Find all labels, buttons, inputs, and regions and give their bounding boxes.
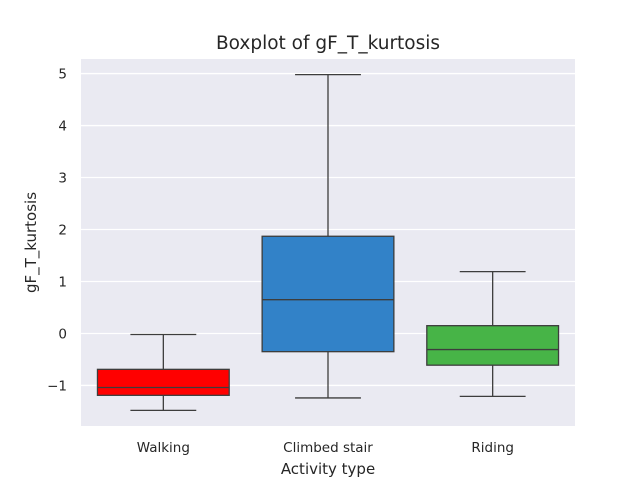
box-walking xyxy=(96,333,230,412)
box-climbed-stair xyxy=(261,73,395,399)
box-iqr xyxy=(426,325,560,366)
y-axis-label: gF_T_kurtosis xyxy=(22,192,41,293)
x-tick-label: Walking xyxy=(137,440,190,456)
x-axis-label: Activity type xyxy=(281,460,375,478)
box-riding xyxy=(426,270,560,398)
box-iqr xyxy=(261,235,395,353)
x-tick-label: Riding xyxy=(471,440,514,456)
y-axis: 5 4 3 2 1 0 −1 xyxy=(47,67,67,395)
x-axis: Walking Climbed stair Riding xyxy=(137,440,514,456)
box-iqr xyxy=(96,368,230,396)
y-tick-label: 4 xyxy=(58,119,67,135)
y-tick-label: 2 xyxy=(58,223,67,239)
x-tick-label: Climbed stair xyxy=(283,440,373,456)
chart-title: Boxplot of gF_T_kurtosis xyxy=(216,33,440,54)
y-tick-label: 1 xyxy=(58,274,67,290)
y-tick-label: −1 xyxy=(47,378,67,394)
y-tick-label: 5 xyxy=(58,67,67,83)
box-series xyxy=(96,73,560,412)
y-tick-label: 3 xyxy=(58,171,67,187)
y-tick-label: 0 xyxy=(58,326,67,342)
